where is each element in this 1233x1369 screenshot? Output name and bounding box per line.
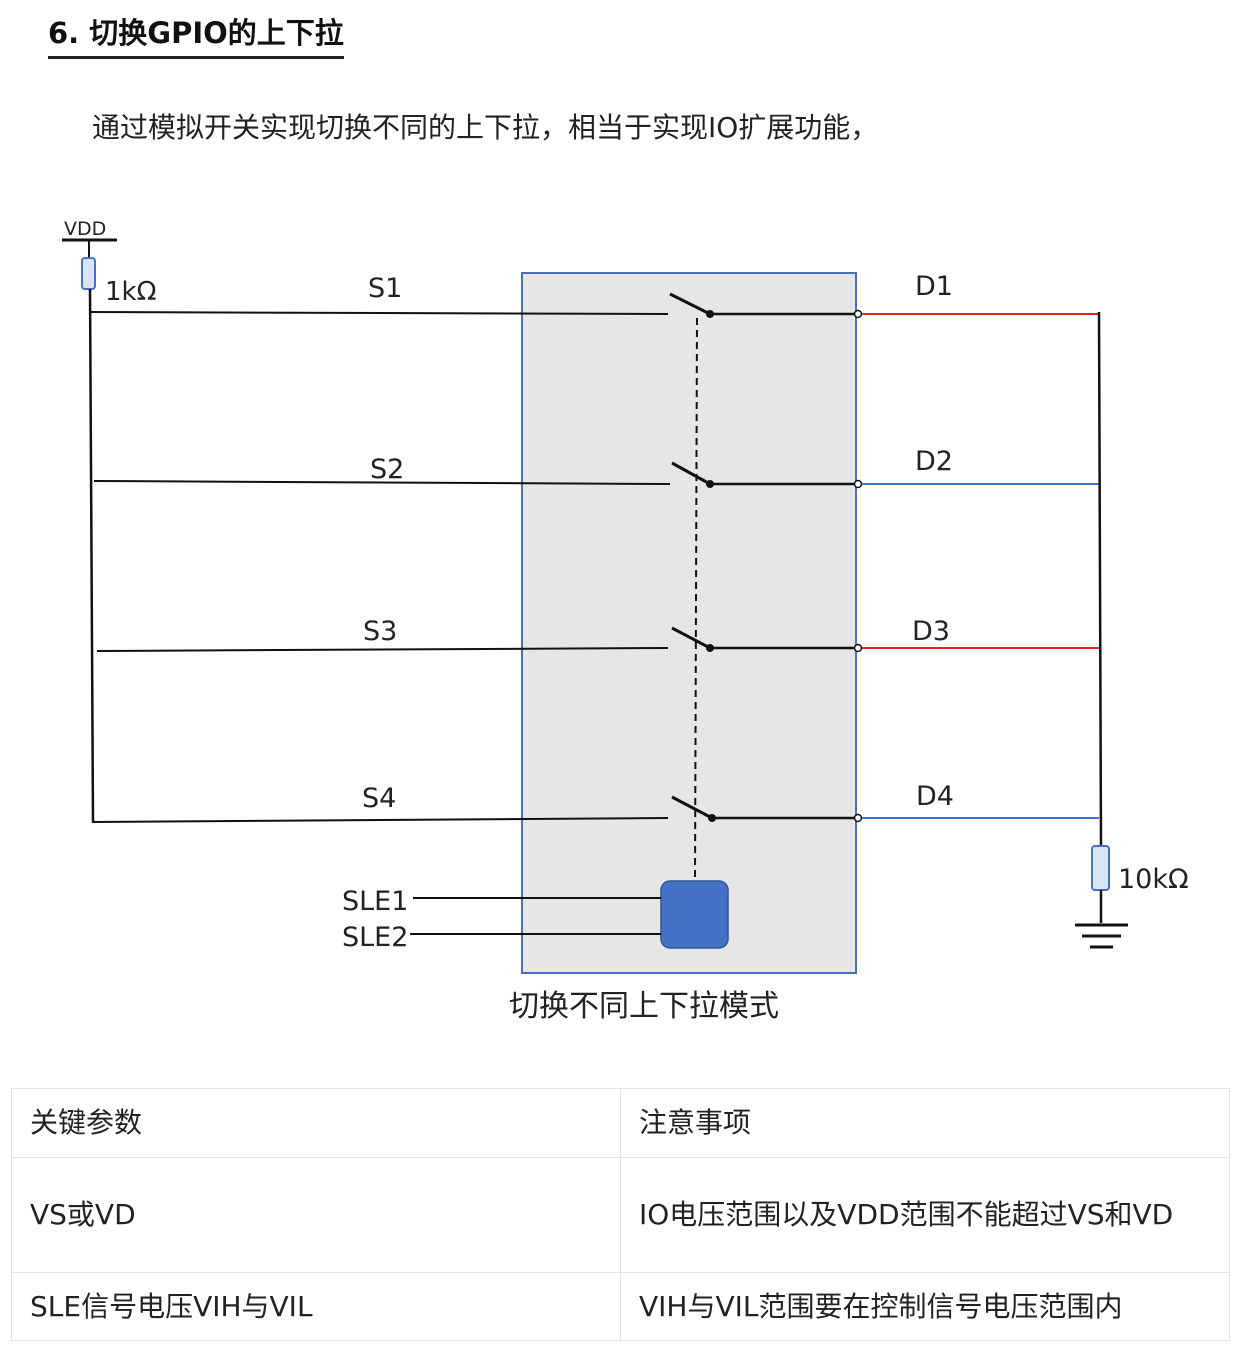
ground-icon <box>1075 923 1128 949</box>
wire-s2 <box>93 480 671 485</box>
label-d2: D2 <box>915 446 953 477</box>
vdd-label: VDD <box>64 218 106 240</box>
label-d1: D1 <box>915 271 953 302</box>
switch-chip-box <box>521 272 857 974</box>
table-header-row: 关键参数 注意事项 <box>11 1088 1230 1158</box>
wire-s4 <box>91 817 669 823</box>
parameters-table: 关键参数 注意事项 VS或VD IO电压范围以及VDD范围不能超过VS和VD S… <box>11 1088 1230 1341</box>
section-heading: 6. 切换GPIO的上下拉 <box>48 14 344 59</box>
wire-s3 <box>96 647 669 652</box>
label-s2: S2 <box>370 454 404 485</box>
table-row: SLE信号电压VIH与VIL VIH与VIL范围要在控制信号电压范围内 <box>11 1272 1230 1341</box>
label-s1: S1 <box>368 273 402 304</box>
switch-1-icon <box>669 292 857 318</box>
terminal-d3-icon <box>853 643 863 653</box>
terminal-d1-icon <box>853 309 863 319</box>
table-cell: SLE信号电压VIH与VIL <box>11 1272 621 1341</box>
label-sle2: SLE2 <box>342 922 408 953</box>
switch-2-icon <box>671 461 857 488</box>
diagram-caption: 切换不同上下拉模式 <box>509 989 779 1024</box>
pullup-resistor-label: 1kΩ <box>105 277 156 307</box>
label-s4: S4 <box>362 783 396 814</box>
table-header-cell: 关键参数 <box>11 1088 621 1158</box>
pulldown-resistor-icon <box>1091 845 1110 891</box>
terminal-d4-icon <box>853 813 863 823</box>
table-cell: VIH与VIL范围要在控制信号电压范围内 <box>620 1272 1230 1341</box>
switch-3-icon <box>671 626 857 652</box>
label-sle1: SLE1 <box>342 886 408 917</box>
label-d3: D3 <box>912 616 950 647</box>
label-d4: D4 <box>916 781 954 812</box>
vdd-vertical-bus <box>88 288 95 823</box>
table-cell: VS或VD <box>11 1157 621 1273</box>
table-row: VS或VD IO电压范围以及VDD范围不能超过VS和VD <box>11 1157 1230 1273</box>
switch-4-icon <box>671 795 857 822</box>
table-cell: IO电压范围以及VDD范围不能超过VS和VD <box>620 1157 1230 1273</box>
table-header-cell: 注意事项 <box>620 1088 1230 1158</box>
pulldown-vertical-bus <box>1097 311 1103 847</box>
wire-s1 <box>89 311 669 315</box>
switch-control-link <box>694 317 698 881</box>
terminal-d2-icon <box>853 479 863 489</box>
select-logic-block <box>660 880 729 949</box>
intro-paragraph: 通过模拟开关实现切换不同的上下拉，相当于实现IO扩展功能， <box>92 111 879 144</box>
pulldown-resistor-label: 10kΩ <box>1118 864 1189 895</box>
analog-switch-diagram: VDD 1kΩ S1 S2 S3 S4 D1 D2 D <box>62 218 1189 1024</box>
label-s3: S3 <box>363 616 397 647</box>
pullup-resistor-icon <box>81 257 96 290</box>
